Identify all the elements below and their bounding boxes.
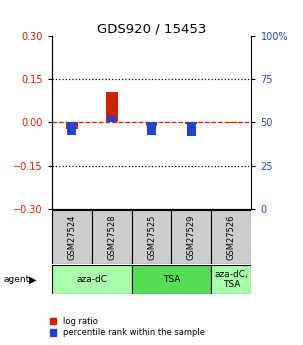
Bar bbox=[225, 122, 238, 123]
Bar bbox=[65, 122, 78, 129]
Text: GSM27525: GSM27525 bbox=[147, 215, 156, 260]
Bar bbox=[67, 122, 76, 135]
Text: aza-dC: aza-dC bbox=[76, 275, 107, 284]
Text: aza-dC,
TSA: aza-dC, TSA bbox=[215, 269, 248, 289]
Bar bbox=[211, 210, 251, 264]
Text: GSM27526: GSM27526 bbox=[227, 215, 236, 260]
Bar bbox=[92, 210, 132, 264]
Bar bbox=[171, 210, 211, 264]
Text: GSM27524: GSM27524 bbox=[67, 215, 76, 260]
Legend: log ratio, percentile rank within the sample: log ratio, percentile rank within the sa… bbox=[50, 317, 205, 337]
Bar bbox=[52, 265, 132, 294]
Bar bbox=[211, 265, 251, 294]
Bar bbox=[132, 265, 211, 294]
Bar bbox=[185, 122, 198, 124]
Bar bbox=[187, 122, 196, 136]
Bar bbox=[147, 122, 156, 135]
Text: TSA: TSA bbox=[163, 275, 180, 284]
Bar bbox=[132, 210, 171, 264]
Text: agent: agent bbox=[3, 275, 29, 284]
Bar bbox=[105, 92, 118, 122]
Text: GSM27528: GSM27528 bbox=[107, 215, 116, 260]
Text: ▶: ▶ bbox=[29, 274, 36, 284]
Text: GSM27529: GSM27529 bbox=[187, 215, 196, 260]
Title: GDS920 / 15453: GDS920 / 15453 bbox=[97, 22, 206, 35]
Bar bbox=[145, 122, 158, 126]
Bar bbox=[52, 210, 92, 264]
Bar bbox=[107, 116, 116, 122]
